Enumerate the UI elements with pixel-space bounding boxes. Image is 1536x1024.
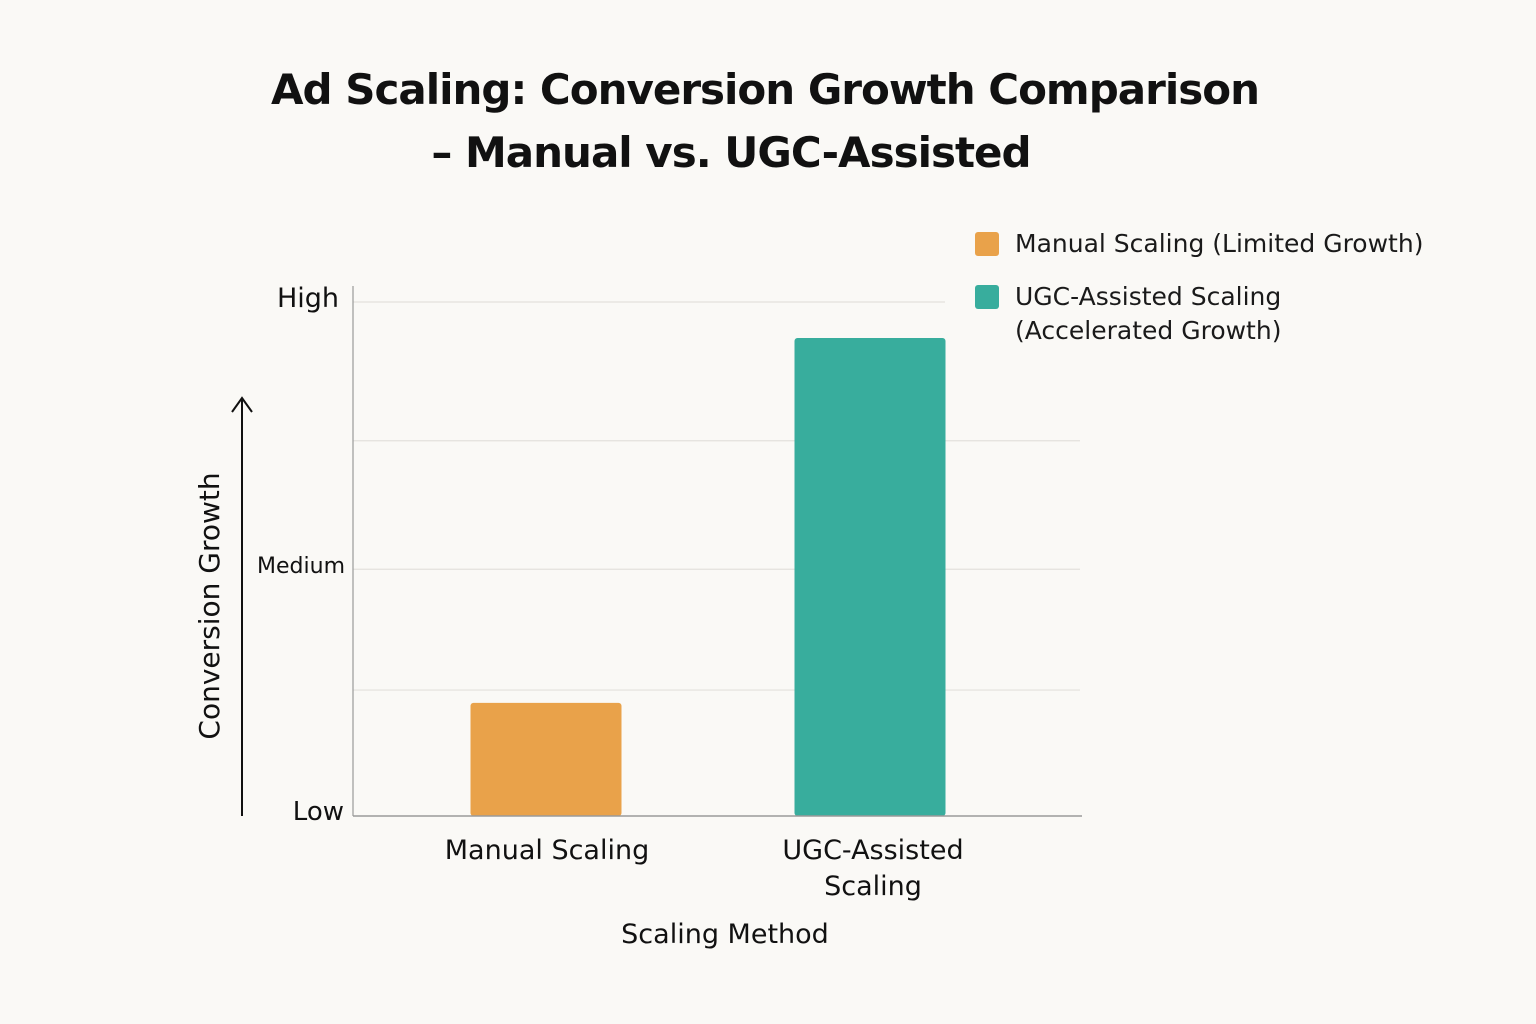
legend-item-manual: Manual Scaling (Limited Growth) [975,227,1423,261]
x-axis-title: Scaling Method [621,919,829,950]
y-tick-label-medium: Medium [257,554,345,579]
legend-swatch-ugc [975,285,999,309]
axes [231,286,1082,817]
bars [470,337,946,816]
y-axis-arrow-head [231,396,253,413]
chart-title-line-2: – Manual vs. UGC-Assisted [431,128,1031,177]
y-axis-title: Conversion Growth [193,472,226,739]
legend-label-ugc: UGC-Assisted Scaling (Accelerated Growth… [1015,282,1282,345]
legend-swatch-manual [975,232,999,256]
y-tick-label-low: Low [293,797,344,827]
x-tick-label-ugc-assisted-scaling: UGC-Assisted Scaling [782,835,963,902]
legend-item-ugc: UGC-Assisted Scaling (Accelerated Growth… [975,280,1281,348]
bar-ugc-assisted-scaling [794,337,946,816]
gridlines [353,301,1080,691]
x-tick-label-manual-scaling: Manual Scaling [445,835,649,866]
legend-label-manual: Manual Scaling (Limited Growth) [1015,229,1424,258]
chart-title-line-1: Ad Scaling: Conversion Growth Comparison [271,65,1260,114]
bar-manual-scaling [470,702,622,816]
labels: Low Medium High Manual Scaling UGC-Assisted S… [193,283,964,950]
y-tick-label-high: High [277,283,339,314]
